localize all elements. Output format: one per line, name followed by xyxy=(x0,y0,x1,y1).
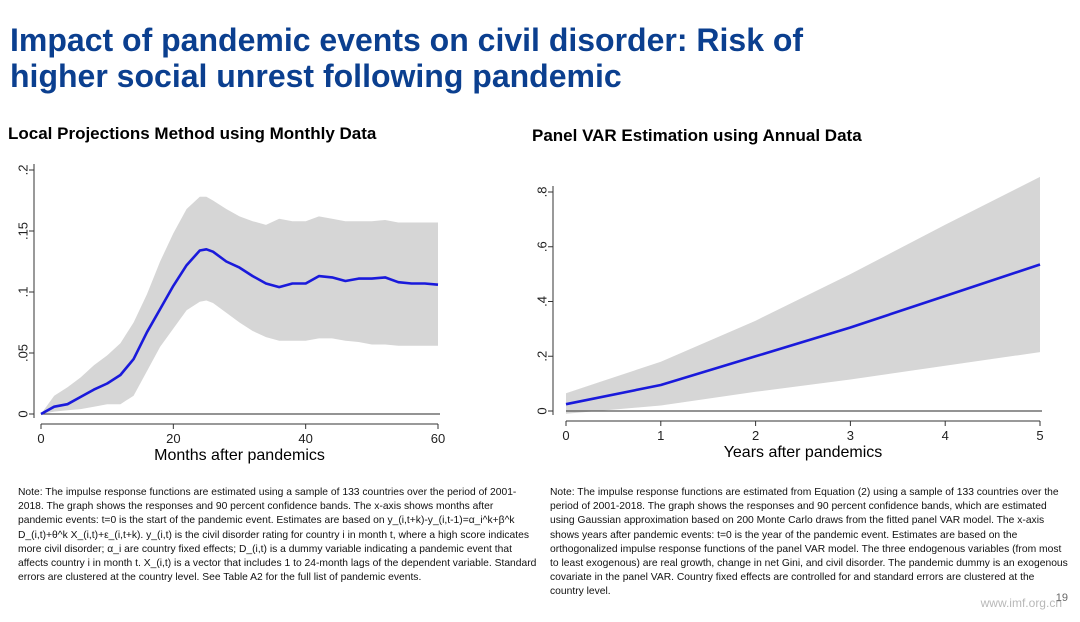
watermark: www.imf.org.cn xyxy=(980,596,1062,610)
y-tick-label: .8 xyxy=(535,187,550,198)
x-tick-label: 5 xyxy=(1036,428,1043,443)
x-tick-label: 2 xyxy=(752,428,759,443)
x-tick-label: 40 xyxy=(298,431,312,446)
x-axis-title: Months after pandemics xyxy=(154,447,325,464)
y-tick-label: .2 xyxy=(16,165,31,176)
panel-var-chart: 0 .2 .4 .6 .8 0 1 2 3 4 5 Years after pandemics xyxy=(535,176,1044,461)
x-axis-title: Years after pandemics xyxy=(724,444,883,461)
estimate-line xyxy=(40,248,439,416)
confidence-band xyxy=(41,196,438,414)
slide-title: Impact of pandemic events on civil disor… xyxy=(10,22,1070,94)
page-number: 19 xyxy=(1055,592,1068,604)
x-tick-label: 0 xyxy=(562,428,569,443)
right-chart-title: Panel VAR Estimation using Annual Data xyxy=(532,126,862,145)
y-tick-label: .2 xyxy=(535,351,550,362)
x-tick-label: 3 xyxy=(847,428,854,443)
left-chart-title: Local Projections Method using Monthly D… xyxy=(8,124,377,143)
right-chart-note: Note: The impulse response functions are… xyxy=(550,487,1068,598)
x-tick-label: 0 xyxy=(37,431,44,446)
local-projections-chart: 0 .05 .1 .15 .2 0 20 40 60 Months after pandemics xyxy=(16,164,445,464)
left-chart-note: Note: The impulse response functions are… xyxy=(18,487,537,584)
y-tick-label: .1 xyxy=(16,287,31,298)
x-tick-label: 4 xyxy=(942,428,949,443)
y-tick-label: .4 xyxy=(535,296,550,307)
y-tick-label: .05 xyxy=(16,344,31,362)
confidence-band xyxy=(566,176,1040,414)
x-tick-label: 60 xyxy=(431,431,445,446)
y-tick-label: .6 xyxy=(535,241,550,252)
y-tick-label: 0 xyxy=(16,410,31,417)
y-tick-label: .15 xyxy=(16,222,31,240)
estimate-line xyxy=(565,263,1041,406)
x-tick-label: 1 xyxy=(657,428,664,443)
slide-title-line-1: Impact of pandemic events on civil disor… xyxy=(10,22,804,58)
slide-title-line-2: higher social unrest following pandemic xyxy=(10,58,622,94)
x-tick-label: 20 xyxy=(166,431,180,446)
y-tick-label: 0 xyxy=(535,407,550,414)
